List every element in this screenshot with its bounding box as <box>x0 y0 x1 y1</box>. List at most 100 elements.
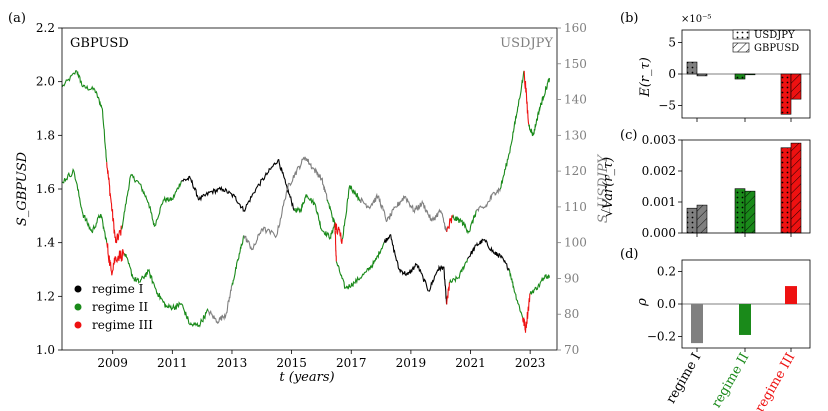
y-tick-label: 2.0 <box>36 75 55 89</box>
gbpusd-segment <box>61 70 77 88</box>
usdjpy-segment <box>252 228 263 250</box>
usdjpy-segment <box>294 156 306 176</box>
gbpusd-segment <box>383 234 391 243</box>
usdjpy-segment <box>404 195 415 213</box>
usdjpy-segment <box>446 214 454 232</box>
usdjpy-segment <box>431 208 442 222</box>
usdjpy-segment <box>349 185 361 202</box>
bar-pattern-gbpusd <box>697 74 707 76</box>
gbpusd-segment <box>354 271 367 285</box>
y-tick-label: 5 <box>668 36 676 50</box>
usdjpy-label: USDJPY <box>500 36 553 51</box>
x-tick-label: 2019 <box>396 356 427 370</box>
usdjpy-segment <box>413 199 424 215</box>
category-label: regime II <box>709 351 752 411</box>
y2-tick-label: 80 <box>564 307 579 321</box>
gbpusd-segment <box>189 177 200 201</box>
gbpusd-segment <box>329 223 336 240</box>
bar-pattern-gbpusd <box>791 143 801 233</box>
usdjpy-segment <box>368 192 379 210</box>
gbpusd-segment <box>210 185 224 196</box>
gbpusd-segment <box>198 191 212 202</box>
y2-axis-label: S_USDJPY <box>596 153 611 223</box>
gbpusd-segment <box>499 254 510 272</box>
y-tick-label: 1.6 <box>36 182 55 196</box>
bar-pattern-usdjpy <box>735 74 745 80</box>
usdjpy-segment <box>341 185 351 240</box>
usdjpy-segment <box>386 206 397 222</box>
y2-tick-label: 140 <box>564 93 587 107</box>
x-tick-label: 2021 <box>455 356 486 370</box>
usdjpy-segment <box>243 235 254 251</box>
gbpusd-segment <box>374 242 385 262</box>
category-label: regime III <box>752 351 798 411</box>
bar-chart-c: 0.000 0.001 0.002 0.003 <box>642 133 811 240</box>
usdjpy-segment <box>286 174 296 191</box>
panel-b-label: (b) <box>620 11 638 26</box>
gbpusd-segment <box>234 195 245 213</box>
usdjpy-segment <box>476 205 486 213</box>
legend-marker <box>74 285 82 293</box>
gbpusd-segment <box>334 223 337 262</box>
gbpusd-segment <box>437 264 444 273</box>
usdjpy-segment <box>440 210 448 232</box>
usdjpy-segment <box>276 188 288 236</box>
gbpusd-segment <box>115 225 123 244</box>
legend-marker <box>74 321 82 329</box>
x-tick-label: 2015 <box>276 356 307 370</box>
usdjpy-segment <box>124 253 134 279</box>
gbpusd-segment <box>544 274 551 280</box>
usdjpy-segment <box>115 249 126 264</box>
gbpusd-segment <box>446 282 451 305</box>
gbpusd-segment <box>443 266 448 305</box>
bar-rho <box>691 304 703 344</box>
gbpusd-segment <box>475 238 485 247</box>
usdjpy-segment <box>422 202 433 222</box>
usdjpy-segment <box>461 219 470 235</box>
x-tick-label: 2023 <box>515 356 546 370</box>
gbpusd-segment <box>278 158 287 184</box>
y2-tick-label: 90 <box>564 271 579 285</box>
panel-b-scale: ×10⁻⁵ <box>681 14 711 25</box>
category-label: regime I <box>664 351 705 407</box>
y2-tick-label: 150 <box>564 57 587 71</box>
bar-pattern-gbpusd <box>745 191 755 233</box>
gbpusd-segment <box>458 258 469 279</box>
legend-swatch-pattern <box>733 30 749 39</box>
gbpusd-segment <box>300 193 308 213</box>
y2-tick-label: 130 <box>564 128 587 142</box>
legend-label: regime II <box>92 300 148 314</box>
axes-frame <box>681 139 811 234</box>
y2-tick-label: 110 <box>564 200 587 214</box>
gbpusd-segment <box>314 205 322 230</box>
gbpusd-segment <box>172 180 182 201</box>
usdjpy-segment <box>359 196 370 209</box>
gbpusd-label: GBPUSD <box>70 36 129 51</box>
gbpusd-segment <box>522 317 527 333</box>
gbpusd-segment <box>101 108 108 163</box>
usdjpy-segment <box>139 269 150 283</box>
y-tick-label: 2.2 <box>36 21 55 35</box>
gbpusd-segment <box>538 274 546 289</box>
gbpusd-segment <box>416 263 429 292</box>
bar-rho <box>739 304 751 335</box>
gbpusd-segment <box>407 262 418 276</box>
usdjpy-segment <box>452 214 462 224</box>
usdjpy-segment <box>207 309 218 324</box>
x-tick-label: 2011 <box>157 356 188 370</box>
usdjpy-segment <box>231 258 239 286</box>
usdjpy-segment <box>100 213 108 243</box>
usdjpy-segment <box>516 70 525 115</box>
usdjpy-segment <box>312 167 322 181</box>
gbpusd-segment <box>243 188 257 212</box>
panel-d-ylabel: ρ <box>635 298 650 307</box>
main-plot: 2009 2011 2013 2015 2017 2019 2021 2023 1.01.21… <box>15 21 611 385</box>
y-tick-label: 0.003 <box>642 133 676 147</box>
usdjpy-segment <box>110 256 117 276</box>
gbpusd-segment <box>121 175 132 230</box>
bar-rho <box>785 286 797 304</box>
usdjpy-segment <box>395 194 406 208</box>
gbpusd-segment <box>139 183 149 203</box>
